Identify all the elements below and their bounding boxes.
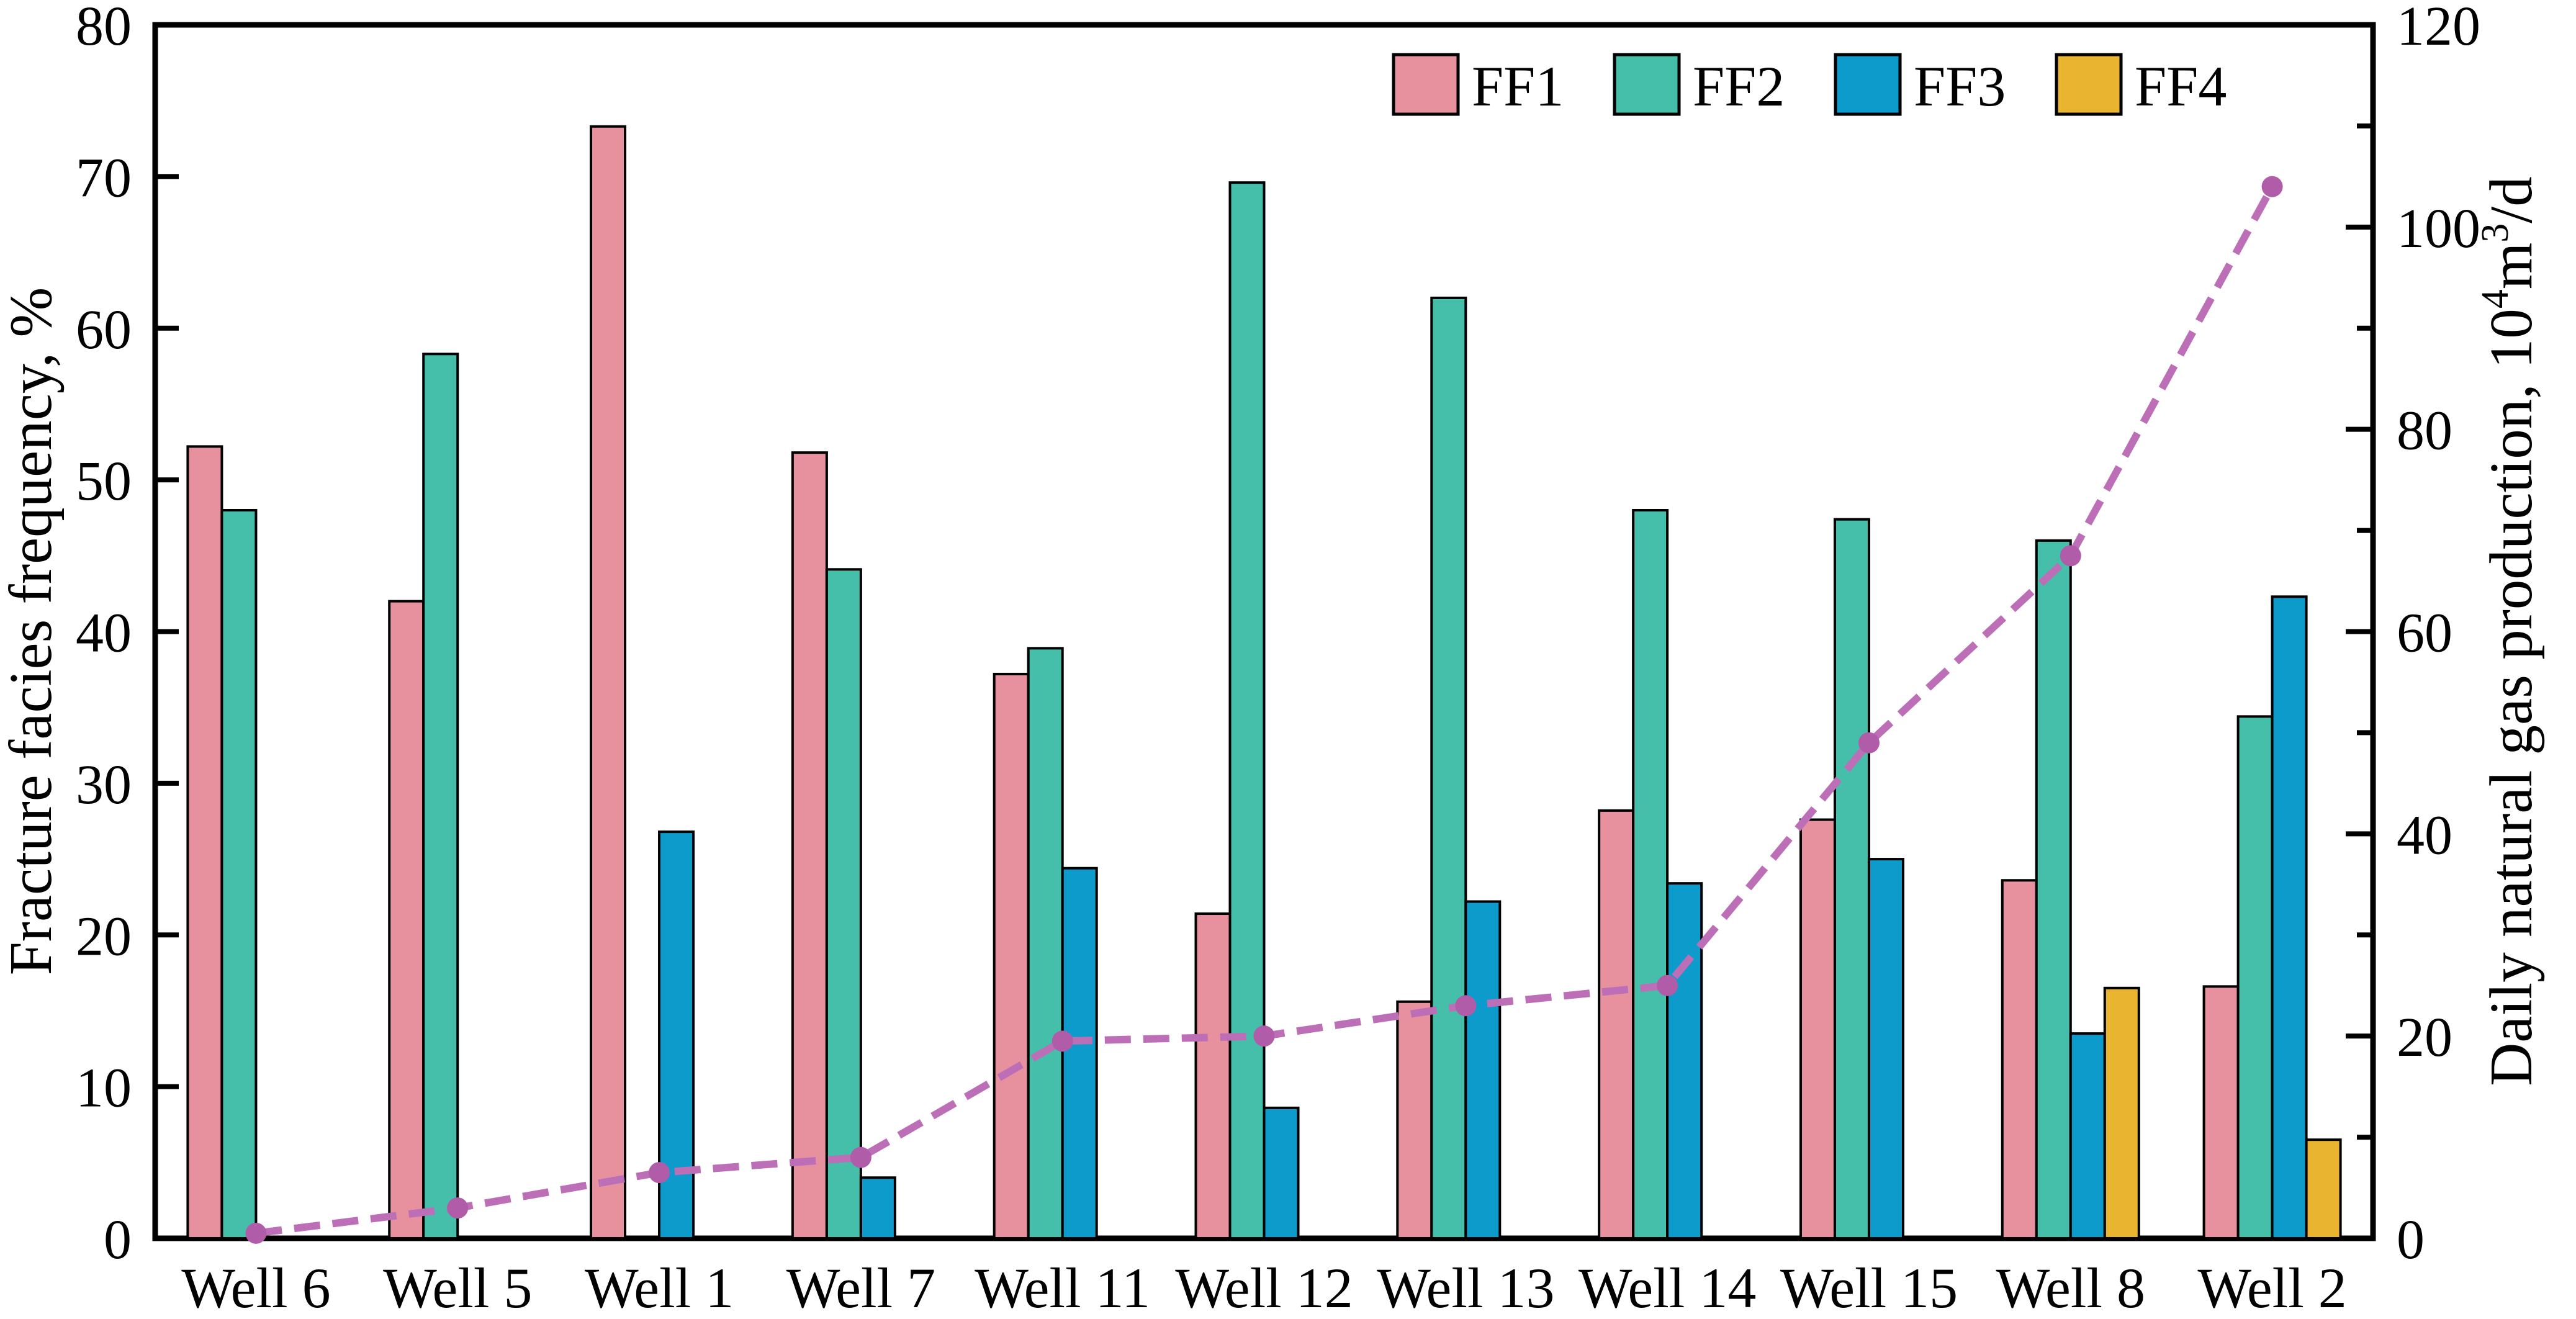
x-axis-label-well-7: Well 7 [786, 1256, 935, 1319]
production-marker-well-2 [2261, 176, 2283, 197]
bar-ff2-well-7 [825, 568, 862, 1240]
production-marker-well-6 [245, 1222, 267, 1244]
bar-ff3-well-2 [2271, 595, 2308, 1240]
bar-ff2-well-8 [2035, 539, 2072, 1240]
production-marker-well-1 [649, 1162, 670, 1184]
bar-ff2-well-6 [220, 509, 258, 1240]
left-axis-tick-label-10: 10 [76, 1058, 132, 1119]
left-axis-tick-label-50: 50 [76, 451, 132, 512]
left-axis-tick-label-30: 30 [76, 754, 132, 816]
x-axis-label-well-5: Well 5 [383, 1256, 532, 1319]
bar-ff3-well-14 [1666, 882, 1703, 1240]
left-axis-tick-label-70: 70 [76, 147, 132, 209]
bar-ff1-well-14 [1598, 809, 1635, 1240]
left-axis-tick-label-60: 60 [76, 299, 132, 361]
right-axis-tick-label-40: 40 [2397, 804, 2452, 866]
right-axis-tick-label-100: 100 [2397, 198, 2480, 259]
right-axis-title-main: Daily natural gas production, 10 [2478, 308, 2544, 1086]
bar-ff2-well-13 [1430, 296, 1467, 1240]
left-axis-tick-label-0: 0 [104, 1209, 132, 1271]
right-axis-tick-label-80: 80 [2397, 400, 2452, 462]
x-axis-label-well-6: Well 6 [181, 1256, 330, 1319]
bar-ff1-well-6 [186, 445, 223, 1240]
left-axis-title: Fracture facies frequency, % [0, 287, 64, 976]
production-marker-well-13 [1455, 995, 1477, 1017]
production-marker-well-8 [2060, 545, 2081, 567]
bar-ff3-well-11 [1061, 867, 1098, 1240]
production-line-group [245, 176, 2283, 1244]
x-axis-label-well-11: Well 11 [975, 1256, 1150, 1319]
bar-ff4-well-8 [2103, 986, 2140, 1240]
right-axis-tick-label-20: 20 [2397, 1007, 2452, 1068]
bar-ff3-well-8 [2069, 1032, 2106, 1240]
bar-ff2-well-15 [1833, 518, 1870, 1240]
right-axis-title-sup-3: 3 [2474, 223, 2516, 243]
bar-ff1-well-7 [791, 451, 828, 1240]
bar-ff2-well-12 [1228, 181, 1266, 1240]
bar-ff1-well-12 [1194, 912, 1232, 1240]
right-axis-title-m: m [2478, 243, 2544, 289]
bars [186, 125, 2342, 1240]
right-axis-tick-label-0: 0 [2397, 1209, 2425, 1271]
production-marker-well-14 [1657, 975, 1678, 996]
axis-ticks [155, 22, 2373, 1241]
bar-ff3-well-15 [1867, 858, 1904, 1240]
x-axis-label-well-12: Well 12 [1175, 1256, 1353, 1319]
legend-swatch-ff4 [2055, 53, 2123, 116]
right-axis-title: Daily natural gas production, 104m3/d [2474, 176, 2544, 1086]
legend-label-ff3: FF3 [1914, 55, 2006, 118]
legend: FF1 FF2 FF3 FF4 [1392, 53, 2227, 118]
right-axis-tick-label-60: 60 [2397, 603, 2452, 664]
production-marker-well-11 [1052, 1030, 1073, 1052]
x-axis-label-well-8: Well 8 [1996, 1256, 2145, 1319]
production-marker-well-7 [850, 1146, 871, 1168]
legend-swatch-ff2 [1613, 53, 1681, 116]
bar-ff1-well-1 [590, 125, 627, 1240]
legend-swatch-ff3 [1834, 53, 1902, 116]
bar-ff1-well-8 [2001, 879, 2038, 1240]
production-marker-well-5 [447, 1197, 469, 1219]
bar-ff3-well-12 [1263, 1106, 1300, 1240]
x-axis-label-well-13: Well 13 [1377, 1256, 1554, 1319]
production-marker-well-15 [1858, 732, 1880, 754]
bar-ff3-well-7 [859, 1176, 896, 1240]
production-marker-well-12 [1253, 1025, 1275, 1047]
axis-tick-labels: 0 10 20 30 40 50 60 70 80 0 20 40 60 80 100 120 Well 6 We… [76, 0, 2480, 1319]
right-axis-tick-label-120: 120 [2397, 0, 2480, 57]
legend-label-ff1: FF1 [1472, 55, 1564, 118]
bar-ff1-well-5 [388, 600, 425, 1240]
bar-ff1-well-15 [1799, 818, 1836, 1240]
x-axis-label-well-1: Well 1 [585, 1256, 734, 1319]
bar-ff2-well-5 [422, 353, 459, 1240]
bar-ff3-well-13 [1464, 900, 1502, 1240]
left-axis-tick-label-80: 80 [76, 0, 132, 57]
right-axis-title-sup-4: 4 [2474, 289, 2516, 308]
bar-ff1-well-13 [1396, 1000, 1433, 1240]
legend-label-ff4: FF4 [2135, 55, 2227, 118]
bar-ff1-well-2 [2202, 985, 2240, 1240]
left-axis-tick-label-40: 40 [76, 603, 132, 664]
left-axis-tick-label-20: 20 [76, 906, 132, 967]
bar-ff2-well-2 [2236, 715, 2274, 1240]
x-axis-label-well-2: Well 2 [2197, 1256, 2346, 1319]
x-axis-label-well-15: Well 15 [1780, 1256, 1958, 1319]
legend-label-ff2: FF2 [1693, 55, 1785, 118]
bar-ff2-well-11 [1027, 647, 1064, 1240]
bar-ff4-well-2 [2305, 1138, 2342, 1240]
bar-ff1-well-11 [993, 672, 1030, 1240]
x-axis-label-well-14: Well 14 [1578, 1256, 1756, 1319]
bar-ff2-well-14 [1632, 509, 1669, 1240]
legend-swatch-ff1 [1392, 53, 1460, 116]
right-axis-title-per-day: /d [2478, 176, 2544, 223]
